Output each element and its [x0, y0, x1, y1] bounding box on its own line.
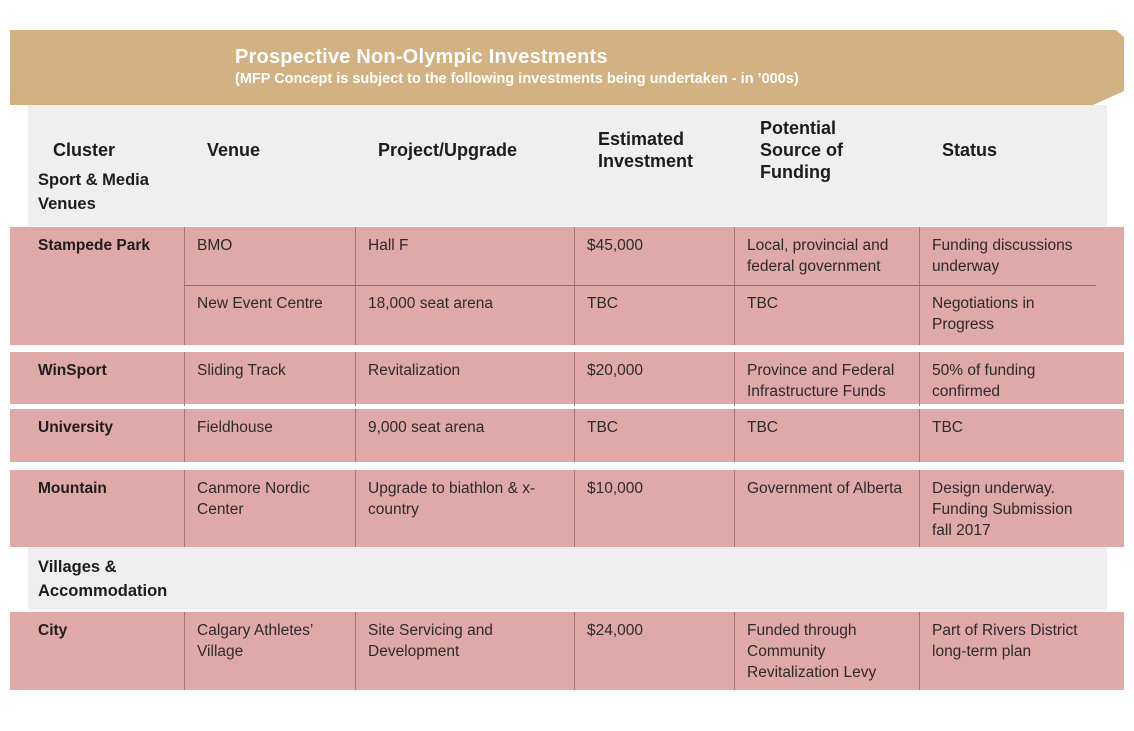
funding-cell: TBC	[734, 409, 919, 462]
status-cell: 50% of funding confirmed	[919, 352, 1124, 406]
column-header-venue: Venue	[207, 140, 261, 160]
section-band-villages: Villages & Accommodation	[28, 547, 1107, 610]
investment-cell: $24,000	[574, 612, 734, 690]
funding-cell: Funded through Community Revitalization …	[734, 612, 919, 690]
funding-cell: Local, provincial and federal government	[734, 227, 919, 285]
status-cell: TBC	[919, 409, 1124, 462]
project-cell: Revitalization	[355, 352, 574, 406]
status-cell: Funding discussions underway	[919, 227, 1124, 285]
table-header-band: Cluster Venue Project/Upgrade Estimated …	[28, 105, 1107, 226]
page-subtitle: (MFP Concept is subject to the following…	[235, 71, 799, 87]
table-row-stampede-park: Stampede Park BMO Hall F $45,000 Local, …	[10, 227, 1124, 345]
cluster-cell: University	[38, 419, 113, 436]
venue-cell: BMO	[184, 227, 355, 285]
project-cell: Hall F	[355, 227, 574, 285]
project-cell: Site Servicing and Development	[355, 612, 574, 690]
cluster-cell: WinSport	[38, 362, 107, 379]
section-label-sport-media-venues: Sport & Media Venues	[38, 171, 149, 213]
column-header-potential-source: Potential Source of Funding	[760, 118, 844, 182]
section-label-villages-accommodation: Villages & Accommodation	[38, 558, 168, 600]
cluster-cell: Mountain	[38, 480, 107, 497]
venue-cell: Canmore Nordic Center	[184, 470, 355, 547]
cluster-cell: City	[38, 622, 68, 639]
table-row-mountain: Mountain Canmore Nordic Center Upgrade t…	[10, 470, 1124, 547]
page-title: Prospective Non-Olympic Investments	[235, 46, 608, 68]
status-cell: Part of Rivers District long-term plan	[919, 612, 1124, 690]
column-header-status: Status	[942, 140, 998, 160]
column-header-estimated-investment: Estimated Investment	[598, 129, 694, 171]
venue-cell: New Event Centre	[184, 285, 355, 345]
investment-cell: $20,000	[574, 352, 734, 406]
investment-cell: TBC	[574, 285, 734, 345]
title-banner: Prospective Non-Olympic Investments (MFP…	[10, 30, 1124, 105]
cluster-cell: Stampede Park	[38, 237, 150, 254]
project-cell: Upgrade to biathlon & x- country	[355, 470, 574, 547]
venue-cell: Fieldhouse	[184, 409, 355, 462]
column-header-cluster: Cluster	[53, 140, 116, 160]
table-row-city: City Calgary Athletes’ Village Site Serv…	[10, 612, 1124, 690]
investment-cell: $45,000	[574, 227, 734, 285]
investment-cell: $10,000	[574, 470, 734, 547]
venue-cell: Sliding Track	[184, 352, 355, 406]
status-cell: Negotiations in Progress	[919, 285, 1124, 345]
project-cell: 9,000 seat arena	[355, 409, 574, 462]
column-header-project-upgrade: Project/Upgrade	[378, 140, 518, 160]
funding-cell: Government of Alberta	[734, 470, 919, 547]
status-cell: Design underway. Funding Submission fall…	[919, 470, 1124, 547]
table-row-winsport: WinSport Sliding Track Revitalization $2…	[10, 352, 1124, 406]
venue-cell: Calgary Athletes’ Village	[184, 612, 355, 690]
funding-cell: TBC	[734, 285, 919, 345]
project-cell: 18,000 seat arena	[355, 285, 574, 345]
subrow-divider	[184, 285, 1096, 286]
table-row-university: University Fieldhouse 9,000 seat arena T…	[10, 409, 1124, 462]
funding-cell: Province and Federal Infrastructure Fund…	[734, 352, 919, 406]
investment-cell: TBC	[574, 409, 734, 462]
